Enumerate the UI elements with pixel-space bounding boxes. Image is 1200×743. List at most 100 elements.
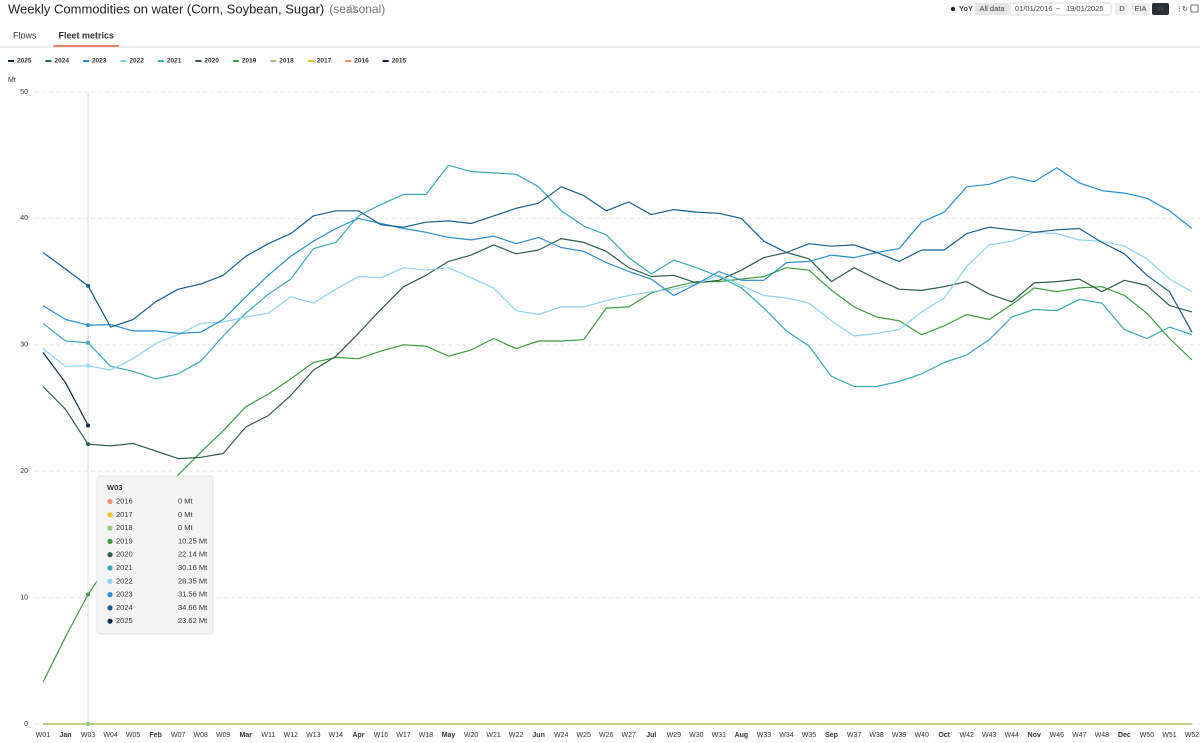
x-tick-label: W35 — [802, 732, 817, 739]
tooltip-dot — [107, 498, 113, 505]
toggle-dot[interactable] — [950, 6, 956, 12]
x-tick-label: W17 — [396, 732, 411, 739]
expand-icon[interactable] — [1190, 4, 1199, 13]
tooltip-name: 2019 — [116, 536, 133, 545]
info-icon[interactable] — [348, 5, 356, 13]
x-tick-label: Sep — [825, 732, 838, 739]
x-tick-label: W26 — [599, 732, 614, 739]
hover-dot — [86, 592, 91, 597]
x-tick-label: Jan — [59, 732, 71, 739]
tooltip-value: 0 Mt — [178, 496, 194, 505]
x-tick-label: W05 — [126, 732, 141, 739]
x-tick-label: W07 — [171, 732, 186, 739]
x-tick-label: Oct — [938, 732, 950, 739]
interval-button-bg[interactable] — [1152, 3, 1169, 15]
tooltip-name: 2024 — [116, 603, 133, 612]
legend-label: 2024 — [54, 58, 69, 65]
x-tick-label: W42 — [960, 732, 975, 739]
x-tick-label: W51 — [1162, 732, 1177, 739]
series-line — [42, 238, 1193, 460]
tooltip-name: 2021 — [116, 563, 133, 572]
tab[interactable]: Fleet metrics — [59, 30, 115, 40]
interval-button[interactable]: W — [1157, 4, 1165, 13]
x-tick-label: W21 — [486, 732, 501, 739]
x-tick-label: Nov — [1028, 732, 1041, 739]
interval-button-bg[interactable] — [1115, 3, 1129, 15]
plot: 0 10 20 30 40 50 W01 Jan W03 W04 W05 Feb W07 W08 W09 Ma… — [20, 89, 1200, 739]
legend: 2025 2024 2023 2022 2021 2020 2019 2018 2017 2016… — [8, 58, 407, 65]
chart-title: Weekly Commodities on water (Corn, Soybe… — [8, 1, 324, 16]
interval-button[interactable]: D — [1119, 4, 1125, 13]
x-tick-label: W01 — [36, 732, 51, 739]
y-tick-label: 0 — [24, 721, 28, 728]
tooltip-value: 0 Mt — [178, 523, 194, 532]
tooltip-dot — [107, 605, 113, 611]
x-tick-label: W52 — [1185, 732, 1200, 739]
x-tick-label: W43 — [982, 732, 997, 739]
tooltip-value: 28.35 Mt — [178, 576, 208, 585]
tab[interactable]: Flows — [13, 30, 37, 40]
x-tick-label: W24 — [554, 732, 569, 739]
y-tick-label: 20 — [20, 468, 28, 475]
tooltip-value: 10.25 Mt — [178, 536, 208, 545]
y-axis-label: Mt — [8, 77, 16, 84]
tooltip: W03 2016 0 Mt 2017 0 Mt 2018 0 Mt 2019 10.25 Mt 2… — [96, 475, 214, 635]
tooltip-dot — [107, 552, 113, 558]
series-line — [42, 352, 89, 426]
x-tick-label: W03 — [81, 732, 96, 739]
x-tick-label: Feb — [149, 732, 161, 739]
tooltip-value: 23.62 Mt — [178, 616, 208, 625]
date-box[interactable] — [1009, 2, 1112, 16]
legend-label: 2017 — [317, 58, 332, 65]
x-tick-label: W22 — [509, 732, 524, 739]
interval-button[interactable]: EIA — [1134, 4, 1146, 13]
tooltip-name: 2016 — [116, 496, 133, 505]
date-to[interactable]: 19/01/2025 — [1066, 4, 1104, 13]
x-tick-label: Aug — [735, 732, 749, 739]
tooltip-dot — [107, 538, 113, 545]
x-tick-label: Jul — [646, 732, 656, 739]
tooltip-dot — [107, 618, 113, 624]
x-tick-label: Mar — [240, 732, 253, 739]
range-button-bg[interactable] — [975, 3, 1009, 15]
tooltip-name: 2017 — [116, 510, 133, 519]
tooltip-box — [96, 475, 214, 635]
tooltip-name: 2023 — [116, 590, 133, 599]
x-tick-label: W11 — [261, 732, 275, 739]
x-tick-label: Jun — [532, 732, 544, 739]
refresh-icon[interactable]: ↻ — [1182, 6, 1188, 13]
legend-label: 2019 — [242, 58, 257, 65]
x-tick-label: W04 — [103, 732, 118, 739]
y-tick-label: 30 — [20, 342, 28, 349]
y-tick-label: 40 — [20, 215, 28, 222]
legend-label: 2015 — [392, 58, 407, 65]
interval-button-bg[interactable] — [1131, 3, 1150, 15]
x-tick-label: W46 — [1050, 732, 1065, 739]
tooltip-name: 2018 — [116, 523, 133, 532]
tooltip-name: 2022 — [116, 576, 133, 585]
date-from[interactable]: 01/01/2016 — [1015, 4, 1053, 13]
x-tick-label: W09 — [216, 732, 231, 739]
tooltip-name: 2020 — [116, 550, 133, 559]
legend-label: 2025 — [17, 58, 32, 65]
series-line — [42, 231, 1193, 371]
x-tick-label: W18 — [419, 732, 434, 739]
x-tick-label: W33 — [757, 732, 772, 739]
hover-dot — [86, 283, 91, 288]
tooltip-value: 22.14 Mt — [178, 550, 208, 559]
tooltip-dot — [107, 592, 113, 598]
toggle-label[interactable]: YoY — [959, 4, 973, 13]
menu-icon[interactable]: ⋮ — [1176, 6, 1183, 13]
x-tick-label: W08 — [194, 732, 209, 739]
tooltip-value: 0 Mt — [178, 510, 194, 519]
hover-dot — [86, 442, 91, 447]
tooltip-value: 30.16 Mt — [178, 563, 208, 572]
tabs: Flows Fleet metrics — [13, 30, 120, 47]
legend-label: 2021 — [167, 58, 182, 65]
range-button[interactable]: All data — [979, 4, 1005, 13]
x-tick-label: W14 — [329, 732, 344, 739]
hover-dot — [86, 363, 91, 368]
x-tick-label: W34 — [779, 732, 794, 739]
interval-buttons: D EIA W — [1115, 3, 1169, 15]
